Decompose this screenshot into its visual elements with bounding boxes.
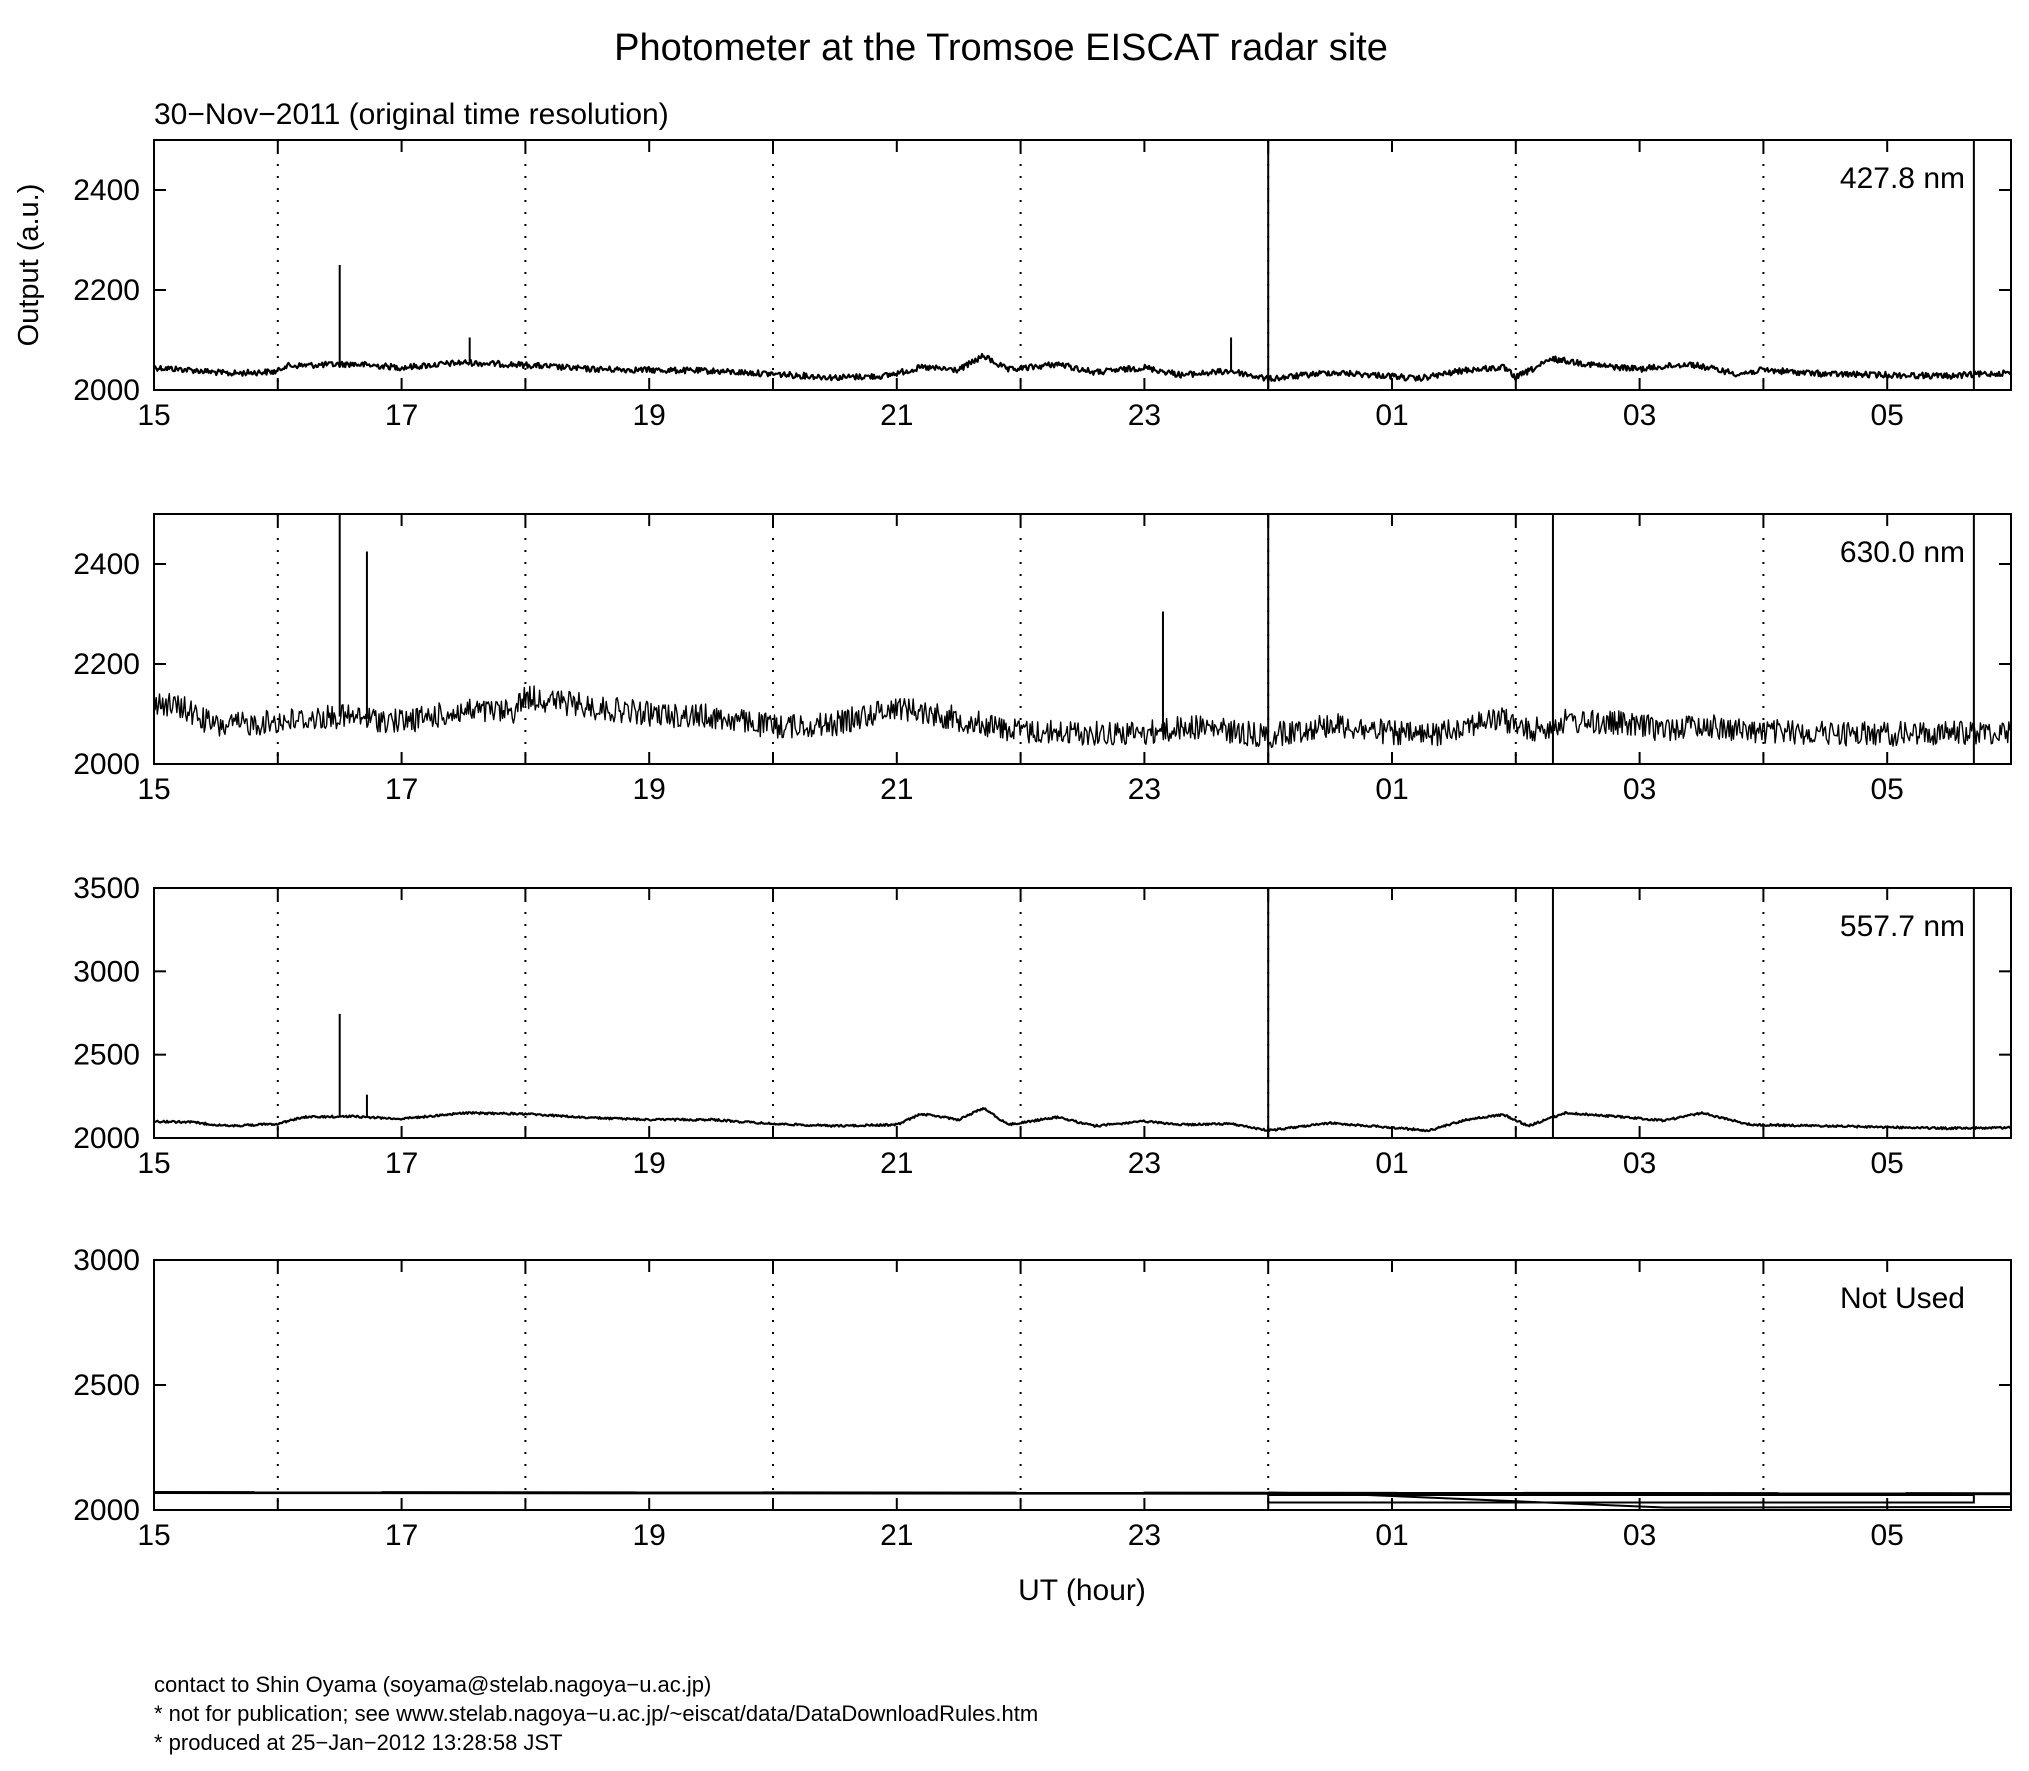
y-tick-label: 2000 bbox=[73, 1494, 140, 1527]
footer-notes: contact to Shin Oyama (soyama@stelab.nag… bbox=[154, 1670, 1038, 1757]
x-tick-label: 23 bbox=[1128, 773, 1161, 806]
panel-label: 427.8 nm bbox=[1840, 162, 1965, 195]
x-tick-label: 21 bbox=[880, 773, 913, 806]
axes-frame bbox=[153, 1259, 2012, 1511]
y-tick-label: 2500 bbox=[73, 1369, 140, 1402]
y-axis-label: Output (a.u.) bbox=[13, 184, 45, 347]
y-tick-label: 2200 bbox=[73, 274, 140, 307]
x-tick-label: 17 bbox=[385, 399, 418, 432]
x-tick-label: 23 bbox=[1128, 1519, 1161, 1552]
x-tick-label: 05 bbox=[1871, 1147, 1904, 1180]
x-tick-label: 15 bbox=[137, 773, 170, 806]
x-tick-label: 19 bbox=[633, 399, 666, 432]
series-trace bbox=[154, 1107, 2012, 1133]
x-tick-label: 23 bbox=[1128, 399, 1161, 432]
y-tick-label: 2400 bbox=[73, 174, 140, 207]
chart-title: Photometer at the Tromsoe EISCAT radar s… bbox=[614, 27, 1388, 69]
y-tick-label: 2200 bbox=[73, 648, 140, 681]
series-trace bbox=[153, 352, 2013, 383]
y-tick-label: 3500 bbox=[73, 872, 140, 905]
x-tick-label: 03 bbox=[1623, 1519, 1656, 1552]
contact-note: contact to Shin Oyama (soyama@stelab.nag… bbox=[154, 1672, 712, 1697]
x-tick-label: 17 bbox=[385, 773, 418, 806]
y-tick-label: 3000 bbox=[73, 955, 140, 988]
x-tick-label: 15 bbox=[137, 1147, 170, 1180]
x-tick-label: 19 bbox=[633, 1147, 666, 1180]
panel-3: 15 17 19 21 23 01 03 05 2000 2500 3000 3500 557.7 nm bbox=[73, 872, 2012, 1180]
y-tick-label: 2000 bbox=[73, 748, 140, 781]
x-tick-label: 21 bbox=[880, 399, 913, 432]
x-tick-label: 03 bbox=[1623, 773, 1656, 806]
series-trace bbox=[153, 685, 2012, 749]
panel-label: Not Used bbox=[1840, 1282, 1965, 1315]
x-tick-label: 17 bbox=[385, 1147, 418, 1180]
panel-1: 15 17 19 21 23 01 03 05 2000 2200 2400 427.8 nm bbox=[73, 139, 2013, 432]
panel-label: 630.0 nm bbox=[1840, 536, 1965, 569]
x-tick-label: 01 bbox=[1375, 1519, 1408, 1552]
y-tick-label: 2000 bbox=[73, 1122, 140, 1155]
x-tick-label: 17 bbox=[385, 1519, 418, 1552]
x-tick-label: 05 bbox=[1871, 1519, 1904, 1552]
panel-2: 15 17 19 21 23 01 03 05 2000 2200 2400 630.0 nm bbox=[73, 513, 2012, 806]
x-tick-label: 01 bbox=[1375, 399, 1408, 432]
y-tick-label: 2000 bbox=[73, 374, 140, 407]
axes-frame bbox=[153, 887, 2012, 1139]
x-axis-label: UT (hour) bbox=[1018, 1574, 1146, 1607]
x-tick-label: 21 bbox=[880, 1519, 913, 1552]
y-tick-label: 2500 bbox=[73, 1039, 140, 1072]
x-tick-label: 03 bbox=[1623, 1147, 1656, 1180]
x-tick-label: 05 bbox=[1871, 773, 1904, 806]
x-tick-label: 03 bbox=[1623, 399, 1656, 432]
chart-subtitle: 30−Nov−2011 (original time resolution) bbox=[154, 98, 669, 131]
panel-4: 15 17 19 21 23 01 03 05 2000 2500 3000 Not Used bbox=[73, 1244, 2012, 1552]
panel-label: 557.7 nm bbox=[1840, 910, 1965, 943]
axes-frame bbox=[153, 139, 2012, 391]
x-tick-label: 15 bbox=[137, 1519, 170, 1552]
series-trace bbox=[153, 1491, 2012, 1496]
x-tick-label: 01 bbox=[1375, 773, 1408, 806]
publication-notice: * not for publication; see www.stelab.na… bbox=[154, 1701, 1039, 1726]
x-tick-label: 21 bbox=[880, 1147, 913, 1180]
x-tick-label: 01 bbox=[1375, 1147, 1408, 1180]
produced-timestamp: * produced at 25−Jan−2012 13:28:58 JST bbox=[154, 1730, 563, 1755]
y-tick-label: 3000 bbox=[73, 1244, 140, 1277]
x-tick-label: 19 bbox=[633, 1519, 666, 1552]
x-tick-label: 05 bbox=[1871, 399, 1904, 432]
x-tick-label: 15 bbox=[137, 399, 170, 432]
x-tick-label: 19 bbox=[633, 773, 666, 806]
x-tick-label: 23 bbox=[1128, 1147, 1161, 1180]
y-tick-label: 2400 bbox=[73, 548, 140, 581]
axes-frame bbox=[153, 513, 2012, 765]
